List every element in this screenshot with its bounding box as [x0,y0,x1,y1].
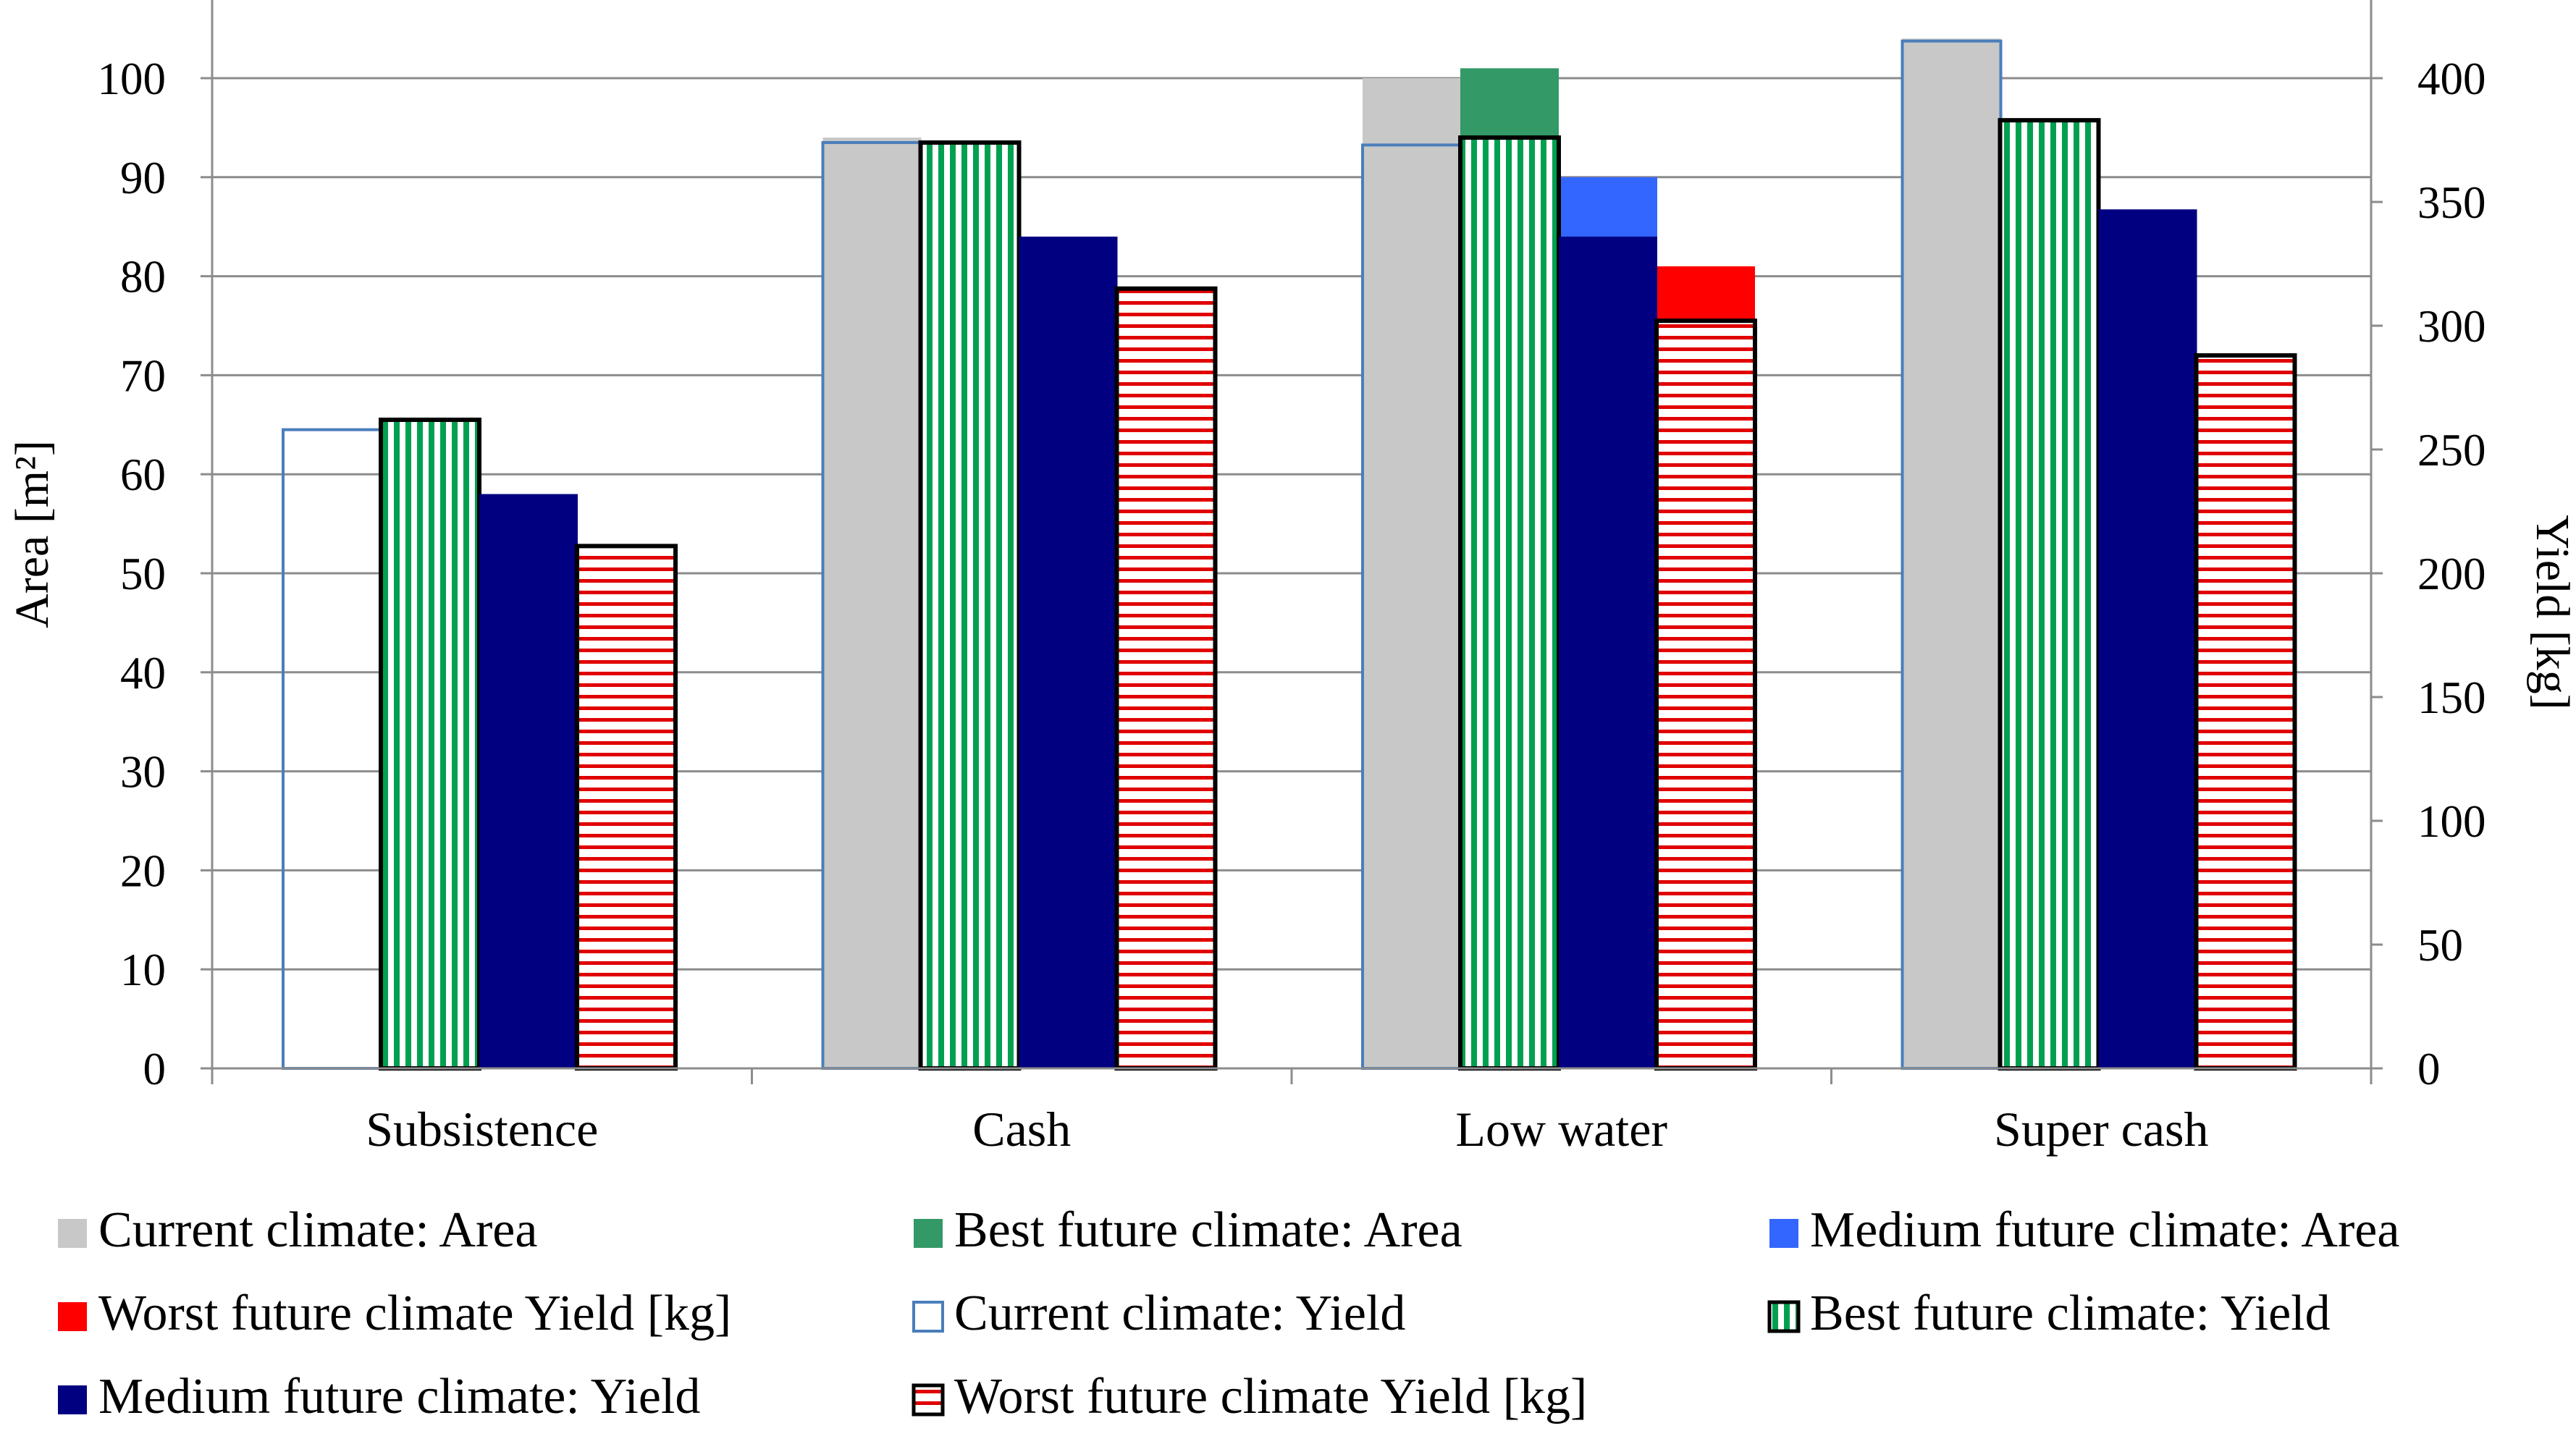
right-tick-label: 50 [2417,920,2463,971]
bar-current-climate-area-cash [822,138,922,1069]
left-tick-label: 10 [120,945,166,995]
legend-key-best-future-climate-area [914,1219,943,1248]
bar-medium-future-climate-yield-cash [1019,236,1118,1068]
yield-bars [282,39,2297,1071]
right-tick-label: 300 [2417,301,2486,352]
left-tick-label: 70 [120,350,166,401]
right-axis-title: Yield [kg] [2526,515,2576,709]
legend-key-worst-future-climate-yield-kg [912,1383,945,1417]
legend-label-medium-future-climate-yield: Medium future climate: Yield [98,1369,700,1424]
left-tick-label: 50 [120,549,166,599]
legend-label-current-climate-yield: Current climate: Yield [954,1286,1405,1341]
right-tick-label: 0 [2417,1044,2441,1094]
right-tick-label: 150 [2417,672,2486,723]
bar-best-future-climate-yield-low-water [1458,135,1561,1071]
bar-best-future-climate-yield-cash [918,140,1022,1071]
bar-worst-future-climate-yield-kg-low-water [1654,318,1757,1071]
bar-worst-future-climate-yield-kg-super-cash [2194,353,2297,1071]
left-tick-label: 20 [120,845,166,896]
left-tick-label: 90 [120,153,166,203]
legend-label-best-future-climate-area: Best future climate: Area [954,1202,1462,1258]
left-tick-label: 40 [120,648,166,698]
legend-label-worst-future-climate-yield-kg: Worst future climate Yield [kg] [98,1286,731,1341]
bar-best-future-climate-yield-super-cash [1998,118,2101,1071]
axes [201,0,2383,1084]
category-label-subsistence: Subsistence [366,1102,598,1157]
left-tick-label: 60 [120,449,166,500]
right-tick-label: 100 [2417,796,2486,847]
axis-labels: 0 10 20 30 40 50 60 70 80 90 100 0 50 100 150 200 250 300… [6,54,2576,1157]
bar-medium-future-climate-yield-super-cash [2098,209,2197,1068]
bar-medium-future-climate-yield-subsistence [479,494,578,1068]
bar-worst-future-climate-yield-kg-cash [1114,286,1218,1071]
bar-best-future-climate-yield-subsistence [379,417,481,1071]
left-axis-title: Area [m²] [6,440,59,628]
legend-key-medium-future-climate-area [1769,1219,1798,1248]
category-label-low-water: Low water [1455,1102,1667,1157]
legend-label-worst-future-climate-yield-kg: Worst future climate Yield [kg] [954,1369,1587,1424]
legend-label-medium-future-climate-area: Medium future climate: Area [1810,1202,2399,1258]
right-tick-label: 400 [2417,54,2486,104]
category-label-super-cash: Super cash [1994,1102,2208,1157]
left-tick-label: 30 [120,747,166,798]
legend-key-current-climate-area [58,1219,87,1248]
legend-key-current-climate-yield [912,1301,944,1333]
right-tick-label: 200 [2417,549,2486,599]
legend: Current climate: Area Best future climate… [58,1202,2399,1424]
bar-current-climate-area-low-water [1363,78,1461,1068]
legend-key-worst-future-climate-yield-kg [58,1302,87,1331]
legend-label-best-future-climate-yield: Best future climate: Yield [1810,1286,2331,1341]
left-tick-label: 0 [143,1044,167,1094]
right-tick-label: 250 [2417,425,2486,476]
legend-key-best-future-climate-yield [1767,1300,1801,1333]
category-label-cash: Cash [972,1102,1071,1157]
bar-medium-future-climate-yield-low-water [1559,236,1657,1068]
left-tick-label: 80 [120,252,166,303]
bar-worst-future-climate-yield-kg-subsistence [575,544,678,1071]
left-tick-label: 100 [98,54,167,104]
legend-label-current-climate-area: Current climate: Area [98,1202,537,1258]
legend-key-medium-future-climate-yield [58,1385,87,1414]
bar-current-climate-area-super-cash [1902,38,2001,1068]
right-tick-label: 350 [2417,177,2486,228]
